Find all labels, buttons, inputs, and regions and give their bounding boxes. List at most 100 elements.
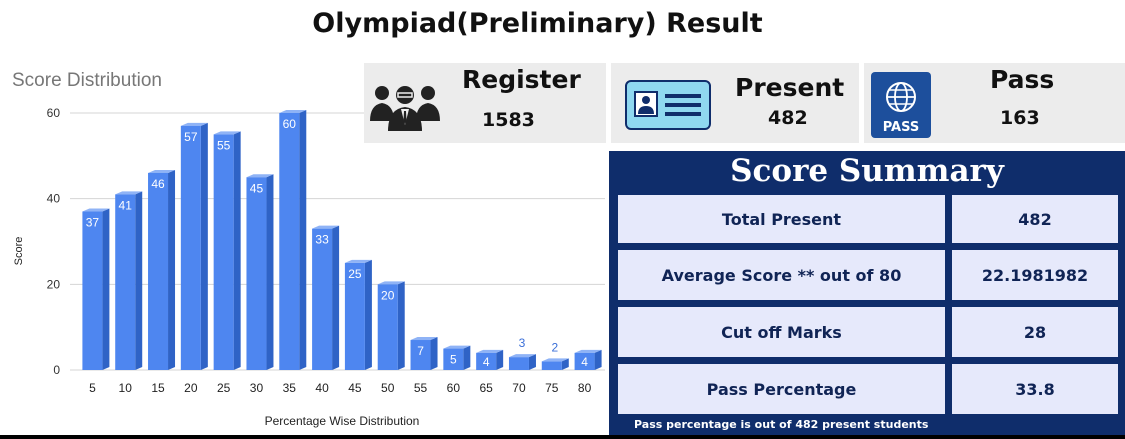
x-tick-label: 15 [151, 381, 165, 395]
bar-side [561, 358, 569, 370]
bar [574, 352, 595, 370]
x-tick-label: 60 [447, 381, 461, 395]
x-tick-label: 55 [414, 381, 428, 395]
bar [180, 125, 201, 370]
bar [410, 340, 431, 370]
bar [312, 228, 333, 370]
bar-top [246, 174, 274, 178]
data-label: 33 [315, 233, 329, 247]
summary-value-cut-off-marks: 28 [952, 307, 1118, 357]
x-axis-title: Percentage Wise Distribution [265, 414, 420, 428]
score-summary-panel: Score Summary Total Present 482 Average … [609, 151, 1125, 436]
bar [246, 177, 267, 370]
bar-top [180, 122, 208, 126]
bar-side [364, 259, 372, 370]
summary-title: Score Summary [730, 153, 1004, 189]
bar-side [463, 345, 471, 370]
bar-top [508, 354, 536, 358]
register-label: Register [462, 65, 581, 94]
bar [115, 194, 136, 370]
summary-label-pass-percentage: Pass Percentage [618, 364, 945, 414]
data-label: 55 [217, 138, 231, 152]
bar-top [312, 225, 340, 229]
bar [476, 352, 497, 370]
bar-top [443, 345, 471, 349]
bar-top [410, 337, 438, 341]
bar-side [332, 225, 340, 370]
data-label: 37 [86, 216, 100, 230]
y-tick-label: 40 [47, 192, 61, 206]
summary-value-total-present: 482 [952, 195, 1118, 243]
passport-icon: PASS [871, 72, 931, 138]
data-label: 57 [184, 130, 198, 144]
bar-top [541, 358, 569, 362]
x-tick-label: 35 [283, 381, 297, 395]
bar-side [200, 122, 208, 370]
bar [377, 284, 398, 370]
chart-heading: Score Distribution [12, 70, 162, 91]
x-tick-label: 80 [578, 381, 592, 395]
y-tick-label: 0 [53, 363, 60, 377]
bar-top [213, 131, 241, 135]
data-label: 60 [283, 117, 297, 131]
bar [541, 361, 562, 370]
page-title: Olympiad(Preliminary) Result [312, 8, 763, 39]
bar-top [476, 349, 504, 353]
bar-side [299, 110, 307, 370]
bar-top [344, 259, 372, 263]
bottom-divider [0, 435, 1125, 439]
data-label: 20 [381, 288, 395, 302]
present-value: 482 [768, 107, 808, 129]
bar [279, 113, 300, 370]
pass-value: 163 [1000, 107, 1040, 129]
data-label: 25 [348, 267, 362, 281]
x-tick-label: 50 [381, 381, 395, 395]
data-label: 4 [483, 355, 490, 369]
bar [82, 211, 103, 370]
bar [344, 262, 365, 370]
summary-value-pass-percentage: 33.8 [952, 364, 1118, 414]
bar-side [102, 208, 110, 370]
pass-label: Pass [990, 65, 1055, 94]
summary-note: Pass percentage is out of 482 present st… [634, 418, 929, 431]
summary-label-total-present: Total Present [618, 195, 945, 243]
x-tick-label: 10 [119, 381, 133, 395]
bar-side [430, 337, 438, 370]
id-card-icon [625, 80, 711, 130]
x-tick-label: 70 [512, 381, 526, 395]
bar [508, 357, 529, 370]
x-tick-label: 25 [217, 381, 231, 395]
bar [213, 134, 234, 370]
score-distribution-chart: 0 20 40 60 Score Percentage Wise Distribution… [13, 106, 605, 428]
data-label: 5 [450, 353, 457, 367]
bar [443, 348, 464, 370]
group-icon [370, 86, 440, 131]
bar [148, 172, 169, 370]
bar-top [279, 110, 307, 113]
bar-side [135, 191, 143, 370]
bar-side [168, 169, 176, 370]
bar-top [574, 349, 602, 353]
x-tick-label: 5 [89, 381, 96, 395]
y-tick-label: 20 [47, 277, 61, 291]
bar-side [233, 131, 241, 370]
bar-top [377, 281, 405, 285]
bar-side [266, 174, 274, 370]
bar-side [594, 349, 602, 370]
bar-top [115, 191, 143, 195]
bar-top [148, 169, 176, 173]
x-tick-label: 40 [315, 381, 329, 395]
register-card: Register 1583 [364, 63, 606, 143]
pass-card: PASS Pass 163 [864, 63, 1125, 143]
register-value: 1583 [482, 109, 535, 131]
x-tick-label: 45 [348, 381, 362, 395]
present-card: Present 482 [611, 63, 859, 143]
data-label: 2 [551, 340, 558, 354]
present-label: Present [735, 73, 845, 102]
svg-text:PASS: PASS [883, 120, 920, 135]
summary-value-average-score: 22.1981982 [952, 250, 1118, 300]
y-tick-label: 60 [47, 106, 61, 120]
x-tick-label: 30 [250, 381, 264, 395]
bar-top [82, 208, 110, 212]
data-label: 3 [519, 336, 526, 350]
